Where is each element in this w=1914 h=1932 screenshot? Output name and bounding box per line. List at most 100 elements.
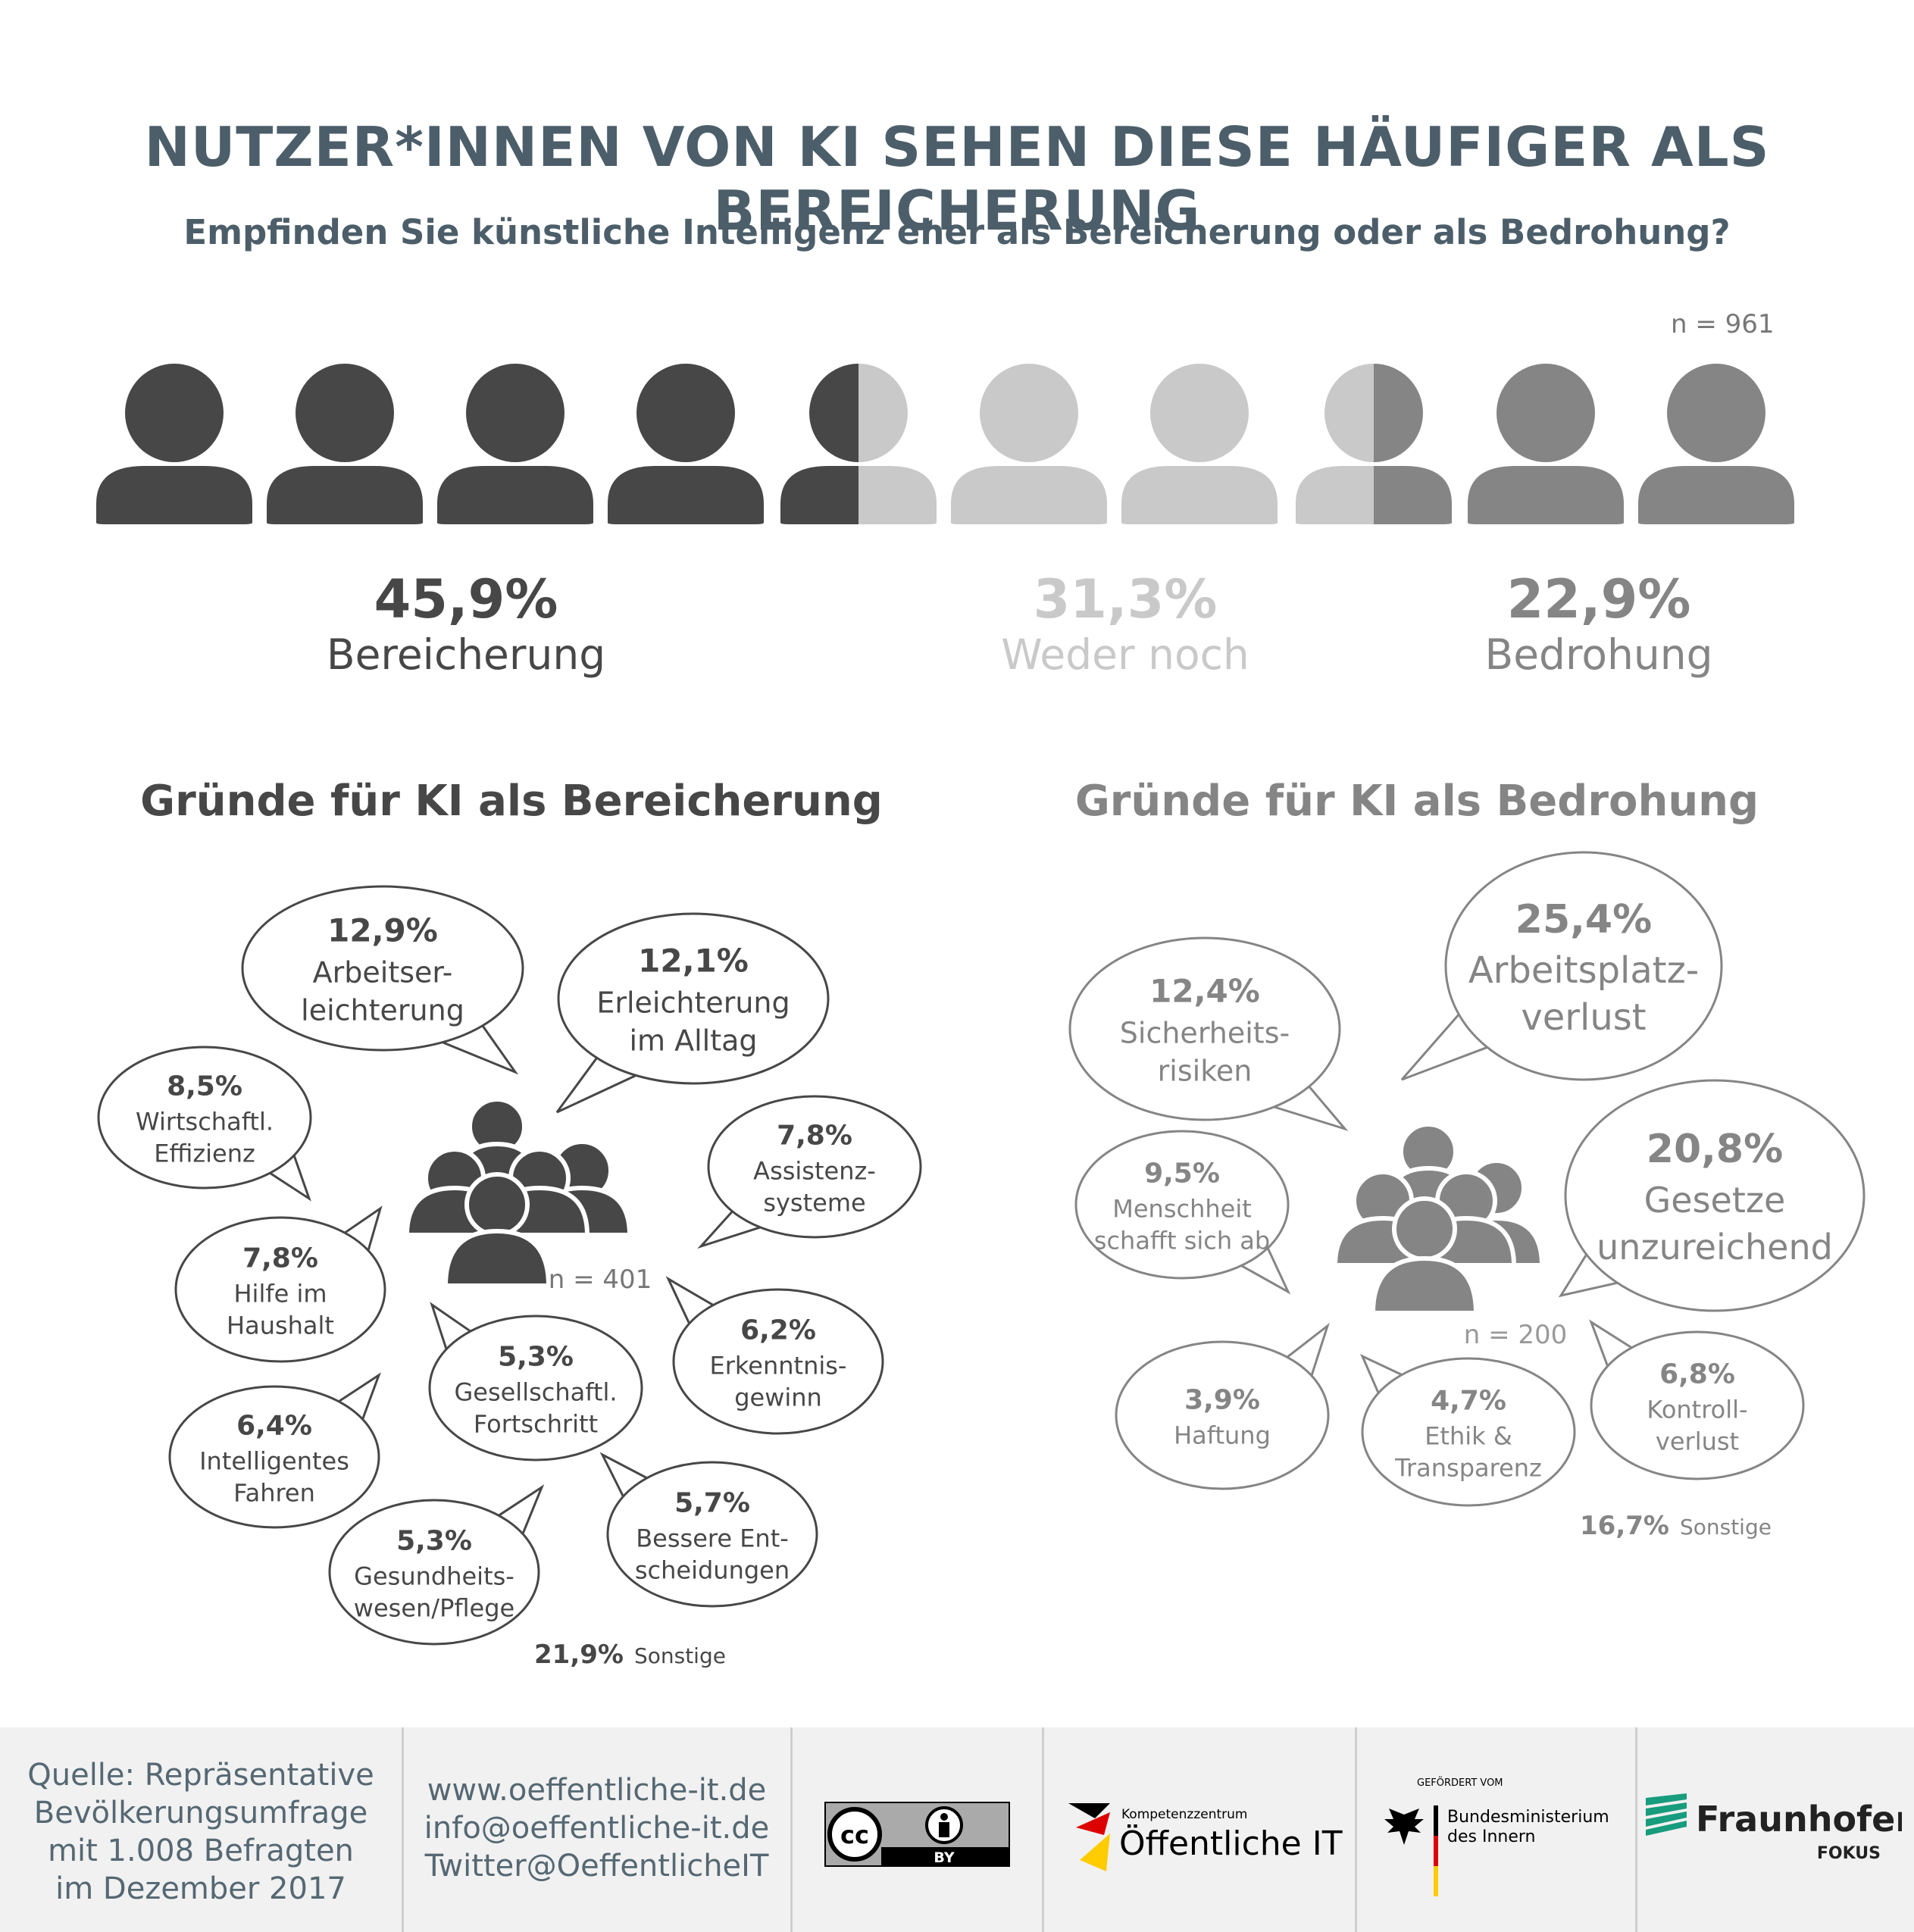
enrichment-reason-bubble: 8,5% Wirtschaftl. Effizienz	[97, 1046, 312, 1202]
enrichment-reason-pct: 8,5%	[167, 1071, 242, 1102]
threat-reason-label: Ethik &	[1425, 1422, 1512, 1451]
threat-reason-pct: 25,4%	[1515, 897, 1652, 943]
enrichment-reason-label: leichterung	[301, 994, 464, 1027]
summary-threat-pct: 22,9%	[1506, 568, 1691, 630]
enrichment-reason-bubble: 6,4% Intelligentes Fahren	[168, 1372, 381, 1529]
enrichment-reason-label: Intelligentes	[199, 1447, 349, 1476]
fraunhofer-name: Fraunhofer	[1696, 1799, 1902, 1840]
enrichment-reason-pct: 5,3%	[396, 1526, 472, 1557]
enrichment-reason-label: scheidungen	[635, 1556, 790, 1585]
source-line: Bevölkerungsumfrage	[33, 1796, 368, 1830]
email-link[interactable]: info@oeffentliche-it.de	[424, 1811, 770, 1846]
website-link[interactable]: www.oeffentliche-it.de	[427, 1773, 767, 1808]
enrichment-section-title: Gründe für KI als Bereicherung	[140, 777, 883, 826]
threat-section-title: Gründe für KI als Bedrohung	[1074, 777, 1759, 826]
kompetenzzentrum-logo: Kompetenzzentrum Öffentliche IT	[1068, 1803, 1343, 1871]
fraunhofer-sub: FOKUS	[1817, 1844, 1881, 1863]
footer-source: Quelle: Repräsentative Bevölkerungsumfra…	[15, 1756, 386, 1908]
person-icon	[1638, 364, 1794, 524]
kompetenz-big-label: Öffentliche IT	[1119, 1824, 1343, 1863]
threat-reason-bubble: 3,9% Haftung	[1115, 1322, 1330, 1490]
page-title: NUTZER*INNEN VON KI SEHEN DIESE HÄUFIGER…	[144, 115, 1770, 242]
person-icon	[951, 364, 1107, 524]
threat-reason-pct: 9,5%	[1144, 1158, 1220, 1190]
threat-other-label: Sonstige	[1680, 1515, 1772, 1540]
enrichment-reason-label: Arbeitser-	[313, 956, 453, 989]
threat-reason-label: Haftung	[1174, 1421, 1271, 1450]
kompetenz-small-label: Kompetenzzentrum	[1121, 1807, 1247, 1822]
threat-reason-pct: 12,4%	[1149, 973, 1260, 1010]
person-icon	[267, 364, 423, 524]
threat-reason-label: Arbeitsplatz-	[1468, 949, 1699, 992]
enrichment-reason-label: Effizienz	[154, 1140, 255, 1168]
enrichment-reason-bubble: 5,3% Gesellschaftl. Fortschritt	[428, 1302, 643, 1462]
source-line: mit 1.008 Befragten	[48, 1834, 354, 1868]
person-icon	[858, 364, 937, 524]
enrichment-reason-label: Erleichterung	[596, 986, 790, 1020]
enrichment-reason-bubble: 12,1% Erleichterung im Alltag	[555, 912, 830, 1114]
enrichment-other-pct: 21,9%	[534, 1640, 624, 1670]
threat-reason-label: verlust	[1656, 1427, 1739, 1456]
threat-reason-label: unzureichend	[1597, 1227, 1833, 1268]
footer-divider	[1635, 1727, 1637, 1932]
enrichment-reason-label: Haushalt	[227, 1311, 334, 1340]
threat-reason-label: Transparenz	[1394, 1454, 1542, 1483]
threat-sample-size: n = 200	[1464, 1320, 1568, 1350]
enrichment-reason-pct: 6,2%	[740, 1315, 816, 1346]
enrichment-reason-label: Wirtschaftl.	[136, 1108, 274, 1136]
enrichment-reason-pct: 12,1%	[638, 943, 749, 980]
twitter-link[interactable]: Twitter@OeffentlicheIT	[424, 1849, 769, 1884]
enrichment-reason-bubble: 6,2% Erkenntnis-gewinn	[665, 1276, 884, 1435]
enrichment-reason-label: systeme	[763, 1189, 865, 1218]
enrichment-reason-label: Bessere Ent-	[636, 1524, 789, 1553]
summary-neutral-pct: 31,3%	[1033, 568, 1218, 630]
person-icon	[780, 364, 858, 524]
threat-reason-pct: 20,8%	[1647, 1127, 1783, 1172]
enrichment-reason-label: im Alltag	[629, 1024, 757, 1058]
enrichment-reason-pct: 7,8%	[777, 1121, 852, 1152]
group-icon-enrichment	[404, 1097, 633, 1288]
reasons-bubbles: 12,9% Arbeitser-leichterung 12,1% Erleichte…	[97, 851, 1866, 1670]
footer: Quelle: Repräsentative Bevölkerungsumfra…	[0, 1727, 1914, 1932]
enrichment-reason-pct: 7,8%	[242, 1243, 318, 1274]
enrichment-reason-label: Fortschritt	[474, 1410, 598, 1439]
threat-reason-label: Sicherheits-	[1120, 1017, 1290, 1050]
person-icon	[608, 364, 764, 524]
enrichment-reason-label: Gesellschaftl.	[454, 1378, 617, 1407]
threat-reason-bubble: 12,4% Sicherheits-risiken	[1068, 936, 1349, 1131]
threat-reason-label: Gesetze	[1644, 1180, 1786, 1221]
enrichment-reason-pct: 6,4%	[236, 1411, 312, 1442]
eagle-icon	[1384, 1809, 1424, 1845]
bmi-funded-label: GEFÖRDERT VOM	[1417, 1776, 1503, 1789]
cc-label: cc	[840, 1821, 869, 1849]
summary-enrichment-pct: 45,9%	[374, 568, 558, 630]
footer-divider	[402, 1727, 404, 1932]
threat-reason-label: verlust	[1521, 996, 1646, 1039]
summary-threat: 22,9% Bedrohung	[1443, 568, 1754, 679]
enrichment-reason-bubble: 7,8% Assistenz-systeme	[697, 1095, 922, 1249]
enrichment-reason-label: Gesundheits-	[354, 1562, 514, 1591]
threat-other-pct: 16,7%	[1580, 1511, 1669, 1541]
enrichment-reason-bubble: 7,8% Hilfe im Haushalt	[174, 1205, 386, 1363]
person-icon	[1296, 364, 1374, 524]
source-line: Quelle: Repräsentative	[27, 1758, 374, 1793]
enrichment-other-label: Sonstige	[634, 1643, 726, 1668]
threat-reason-bubble: 25,4% Arbeitsplatz-verlust	[1400, 851, 1723, 1081]
summary-enrichment: 45,9% Bereicherung	[311, 568, 621, 679]
fraunhofer-logo: Fraunhofer FOKUS	[1646, 1793, 1902, 1863]
threat-reason-pct: 4,7%	[1431, 1386, 1506, 1417]
enrichment-reason-bubble: 5,7% Bessere Ent-scheidungen	[599, 1452, 818, 1608]
enrichment-reason-pct: 5,7%	[674, 1488, 750, 1519]
enrichment-reason-bubble: 12,9% Arbeitser-leichterung	[241, 885, 524, 1075]
by-label: BY	[934, 1849, 954, 1866]
threat-reason-bubble: 6,8% Kontroll-verlust	[1589, 1319, 1805, 1480]
summary-neutral: 31,3% Weder noch	[970, 568, 1281, 679]
fraunhofer-mark-icon	[1646, 1793, 1687, 1836]
person-icon	[1374, 364, 1452, 524]
threat-reason-pct: 3,9%	[1184, 1385, 1260, 1416]
group-icon-threat	[1332, 1122, 1545, 1315]
footer-divider	[1355, 1727, 1357, 1932]
cc-by-license-icon[interactable]: cc BY	[824, 1802, 1010, 1867]
person-icon	[437, 364, 593, 524]
summary-enrichment-label: Bereicherung	[326, 630, 606, 679]
